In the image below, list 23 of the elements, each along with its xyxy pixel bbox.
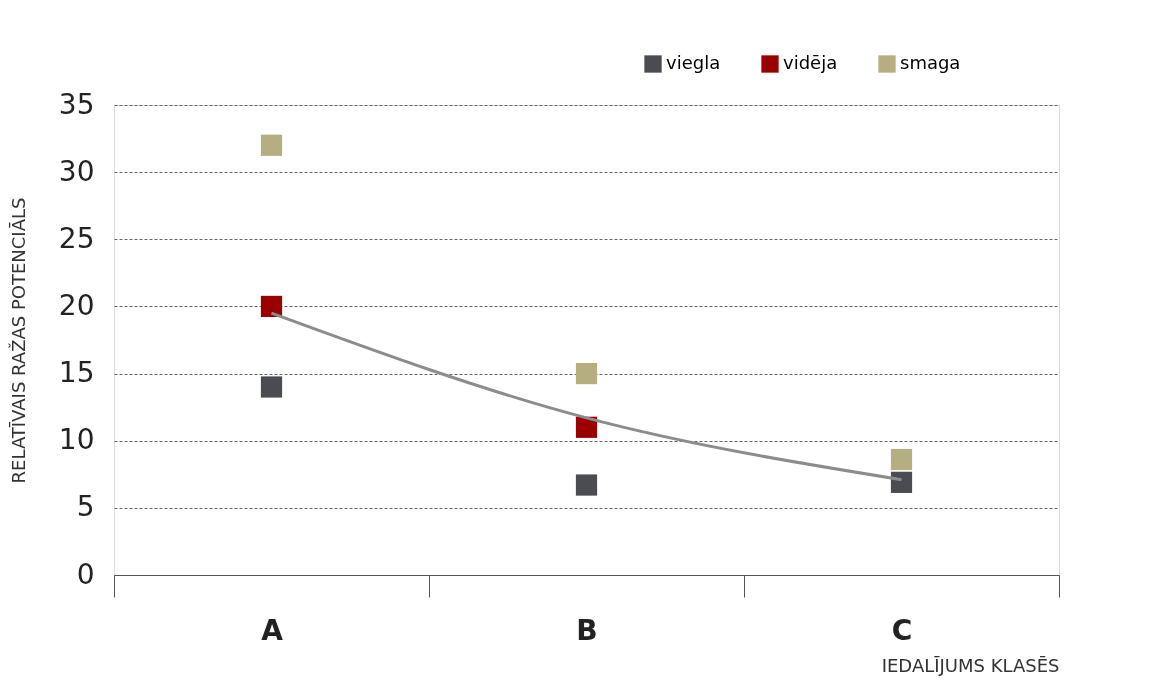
point bbox=[260, 134, 283, 156]
x-tick-label: A bbox=[261, 613, 284, 647]
x-tick-label: B bbox=[576, 613, 598, 647]
y-axis-title: RELATĪVAIS RAŽAS POTENCIĀLS bbox=[7, 197, 29, 484]
point bbox=[575, 474, 598, 496]
y-tick-label: 30 bbox=[58, 154, 95, 188]
y-tick-label: 10 bbox=[58, 423, 95, 457]
x-axis-title: IEDALĪJUMS KLASĒS bbox=[881, 654, 1060, 676]
legend-label: smaga bbox=[900, 52, 961, 73]
x-tick-label: C bbox=[891, 613, 913, 647]
y-tick-label: 0 bbox=[76, 557, 95, 591]
y-tick-label: 5 bbox=[76, 490, 95, 524]
y-tick-label: 25 bbox=[58, 221, 95, 255]
y-tick-label: 20 bbox=[58, 288, 95, 322]
legend-label: vidēja bbox=[783, 52, 838, 73]
point bbox=[260, 376, 283, 398]
y-tick-label: 15 bbox=[58, 356, 95, 390]
point bbox=[575, 362, 598, 385]
point bbox=[890, 471, 913, 493]
point bbox=[260, 295, 283, 318]
y-tick-label: 35 bbox=[58, 87, 95, 121]
point bbox=[890, 448, 913, 471]
legend-label: viegla bbox=[666, 52, 721, 73]
